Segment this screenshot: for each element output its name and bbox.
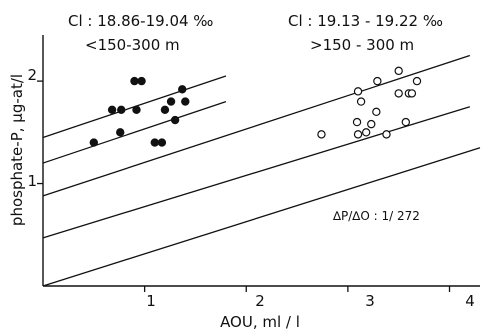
filled-point <box>178 85 187 94</box>
axes <box>42 35 480 287</box>
x-tick-label: 1 <box>146 292 156 310</box>
open-point <box>401 117 411 127</box>
filled-point <box>116 128 125 137</box>
filled-point <box>89 138 99 147</box>
filled-point <box>160 105 170 114</box>
group1-salinity-label: Cl : 18.86-19.04 ‰ <box>68 12 213 30</box>
open-point <box>382 130 391 139</box>
x-tick-label: 3 <box>365 292 375 310</box>
filled-point <box>107 105 117 114</box>
filled-point <box>137 76 146 86</box>
y-tick-label: 1 <box>27 172 37 190</box>
reference-line <box>42 100 227 164</box>
filled-point <box>130 76 139 86</box>
reference-line <box>42 54 471 197</box>
open-point <box>394 89 403 98</box>
open-point <box>317 130 326 139</box>
reference-line <box>42 147 481 287</box>
open-point <box>353 87 363 96</box>
ratio-label: ∆P/∆O : 1/ 272 <box>332 209 420 223</box>
x-tick-label: 2 <box>255 292 265 310</box>
open-point <box>394 66 403 76</box>
data-points <box>89 66 422 147</box>
open-point <box>356 97 366 106</box>
filled-point <box>117 105 126 114</box>
open-point <box>367 119 376 129</box>
reference-line <box>42 106 471 239</box>
open-point <box>373 76 382 86</box>
open-point <box>353 130 363 139</box>
filled-point <box>170 115 180 125</box>
x-axis-label: AOU, ml / l <box>220 313 300 331</box>
open-point <box>372 107 381 117</box>
open-point <box>407 89 417 98</box>
group2-depth-label: >150 - 300 m <box>310 36 414 54</box>
ticks <box>37 80 451 292</box>
x-tick-label: 4 <box>465 292 475 310</box>
group1-depth-label: <150-300 m <box>85 36 180 54</box>
group2-salinity-label: Cl : 19.13 - 19.22 ‰ <box>288 12 443 30</box>
open-point <box>352 117 362 127</box>
open-point <box>412 76 422 86</box>
filled-point <box>150 138 159 147</box>
filled-point <box>166 97 176 106</box>
filled-point <box>181 97 190 106</box>
filled-point <box>132 105 141 114</box>
y-tick-label: 2 <box>27 66 37 84</box>
open-point <box>361 128 371 137</box>
y-axis-label: phosphate-P, µg-at/l <box>8 74 26 226</box>
filled-point <box>157 138 167 147</box>
